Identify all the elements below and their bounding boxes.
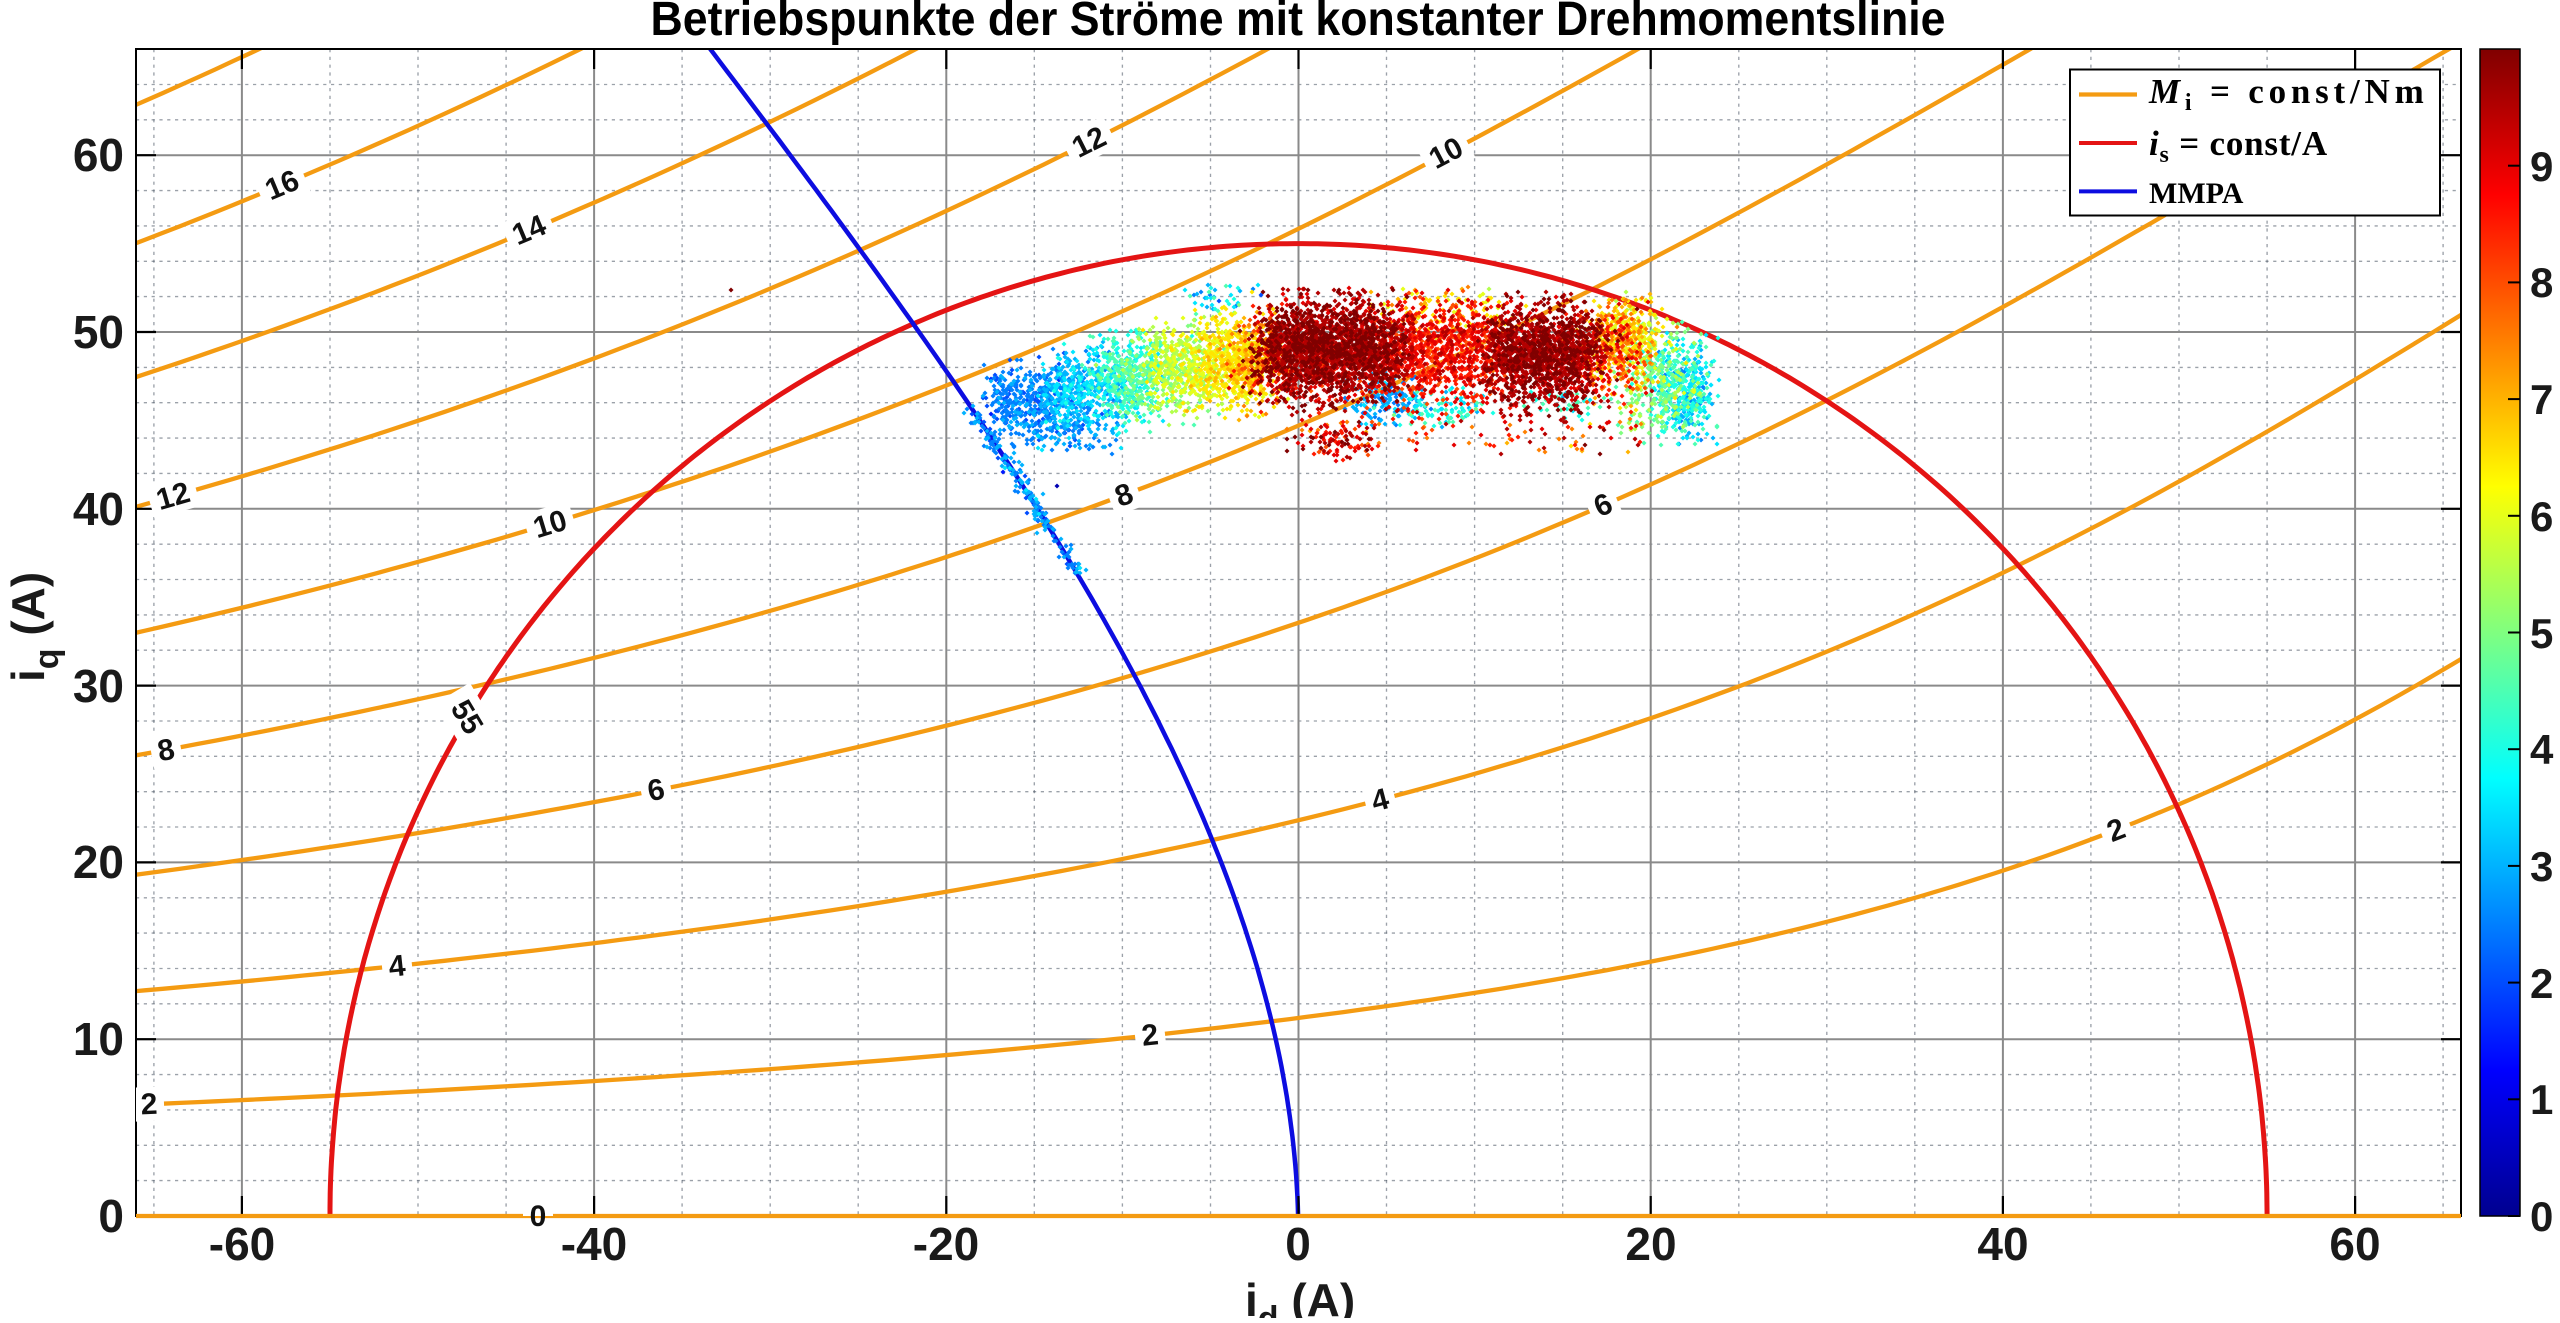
svg-text:iq (A): iq (A) <box>2 572 66 682</box>
svg-text:is = const/A: is = const/A <box>2149 124 2328 168</box>
svg-text:1: 1 <box>2530 1076 2553 1123</box>
svg-text:50: 50 <box>73 306 124 358</box>
svg-text:6: 6 <box>2530 493 2553 540</box>
svg-text:8: 8 <box>2530 259 2553 306</box>
svg-text:60: 60 <box>73 129 124 181</box>
svg-text:7: 7 <box>2530 376 2553 423</box>
svg-text:0: 0 <box>2530 1193 2553 1240</box>
svg-text:4: 4 <box>387 949 407 984</box>
svg-text:-60: -60 <box>209 1218 275 1270</box>
svg-text:20: 20 <box>73 836 124 888</box>
svg-text:9: 9 <box>2530 143 2553 190</box>
svg-text:20: 20 <box>1625 1218 1676 1270</box>
svg-text:10: 10 <box>73 1013 124 1065</box>
svg-text:2: 2 <box>2530 960 2553 1007</box>
svg-text:MMPA: MMPA <box>2149 177 2244 210</box>
svg-text:40: 40 <box>73 483 124 535</box>
svg-text:60: 60 <box>2329 1218 2380 1270</box>
svg-text:5: 5 <box>2530 610 2553 657</box>
svg-text:0: 0 <box>1285 1218 1311 1270</box>
svg-text:2: 2 <box>140 1088 158 1122</box>
svg-text:8: 8 <box>155 733 177 768</box>
svg-text:2: 2 <box>1140 1018 1160 1053</box>
svg-text:40: 40 <box>1977 1218 2028 1270</box>
svg-text:6: 6 <box>645 773 668 809</box>
svg-text:3: 3 <box>2530 843 2553 890</box>
svg-text:4: 4 <box>2530 726 2554 773</box>
svg-text:0: 0 <box>530 1200 547 1233</box>
svg-text:Mi = const/Nm: Mi = const/Nm <box>2148 72 2429 116</box>
svg-text:-20: -20 <box>913 1218 979 1270</box>
svg-text:30: 30 <box>73 660 124 712</box>
svg-text:0: 0 <box>98 1190 124 1242</box>
svg-text:-40: -40 <box>561 1218 627 1270</box>
svg-text:Betriebspunkte der Ströme mit: Betriebspunkte der Ströme mit konstanter… <box>651 0 1946 46</box>
